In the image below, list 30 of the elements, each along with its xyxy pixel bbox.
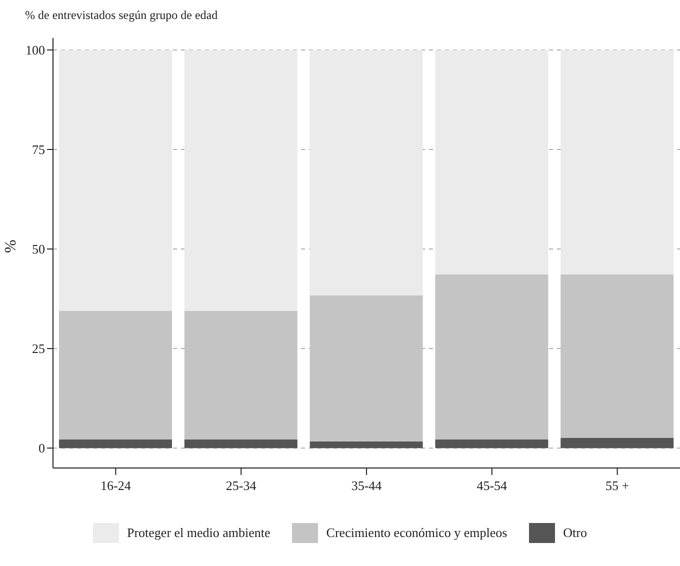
- chart-title: % de entrevistados según grupo de edad: [25, 8, 218, 23]
- bar: [435, 50, 548, 274]
- bar: [59, 50, 172, 311]
- bar: [184, 310, 298, 440]
- x-tick-label: 16-24: [100, 478, 132, 494]
- y-tick-label: 50: [32, 242, 45, 257]
- bar: [59, 310, 172, 440]
- legend-label: Proteger el medio ambiente: [126, 525, 270, 541]
- bar: [310, 295, 423, 442]
- x-tick-label: 35-44: [351, 478, 382, 494]
- bar: [435, 274, 548, 440]
- x-tick-label: 25-34: [226, 478, 257, 494]
- y-tick-label: 0: [38, 440, 45, 456]
- y-axis-title: %: [2, 240, 20, 253]
- bar: [59, 439, 172, 448]
- bar: [310, 50, 423, 296]
- bar: [310, 441, 423, 448]
- bar: [560, 438, 674, 448]
- legend-label: Crecimiento económico y empleos: [326, 525, 508, 541]
- x-tick-label: 55 +: [606, 478, 630, 494]
- legend-label: Otro: [563, 525, 588, 541]
- bar: [184, 439, 298, 448]
- bar: [560, 274, 674, 438]
- y-tick-label: 25: [32, 341, 45, 356]
- bar: [560, 50, 674, 274]
- x-tick-label: 45-54: [476, 478, 508, 494]
- y-tick-label: 75: [32, 142, 45, 158]
- y-tick-label: 100: [26, 42, 45, 58]
- bar: [184, 50, 298, 311]
- bar: [435, 439, 548, 448]
